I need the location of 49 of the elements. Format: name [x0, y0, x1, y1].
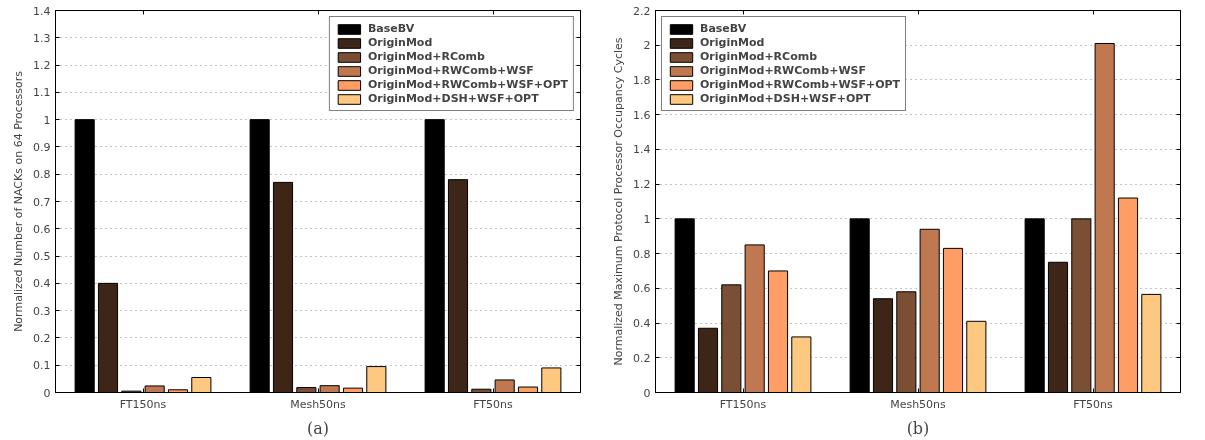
y-tick-label: 1.6 — [633, 108, 651, 122]
y-tick-label: 0 — [43, 386, 51, 400]
y-tick-label: 0.6 — [633, 282, 651, 296]
y-tick-label: 1.1 — [33, 86, 51, 100]
x-tick-label: Mesh50ns — [890, 397, 947, 411]
y-tick-label: 1 — [643, 212, 651, 226]
legend-label: OriginMod+RWComb+WSF — [700, 64, 866, 77]
y-tick-label: 0.8 — [33, 168, 51, 182]
y-tick-label: 1.4 — [33, 4, 51, 18]
legend-label: OriginMod — [700, 36, 765, 49]
y-axis-title: Normalized Maximum Protocol Processor Occupancy Cycles — [612, 37, 626, 366]
y-tick-label: 0.9 — [33, 140, 51, 154]
y-tick-label: 0.4 — [33, 277, 51, 291]
y-tick-label: 0 — [643, 386, 651, 400]
y-tick-label: 2 — [643, 39, 651, 53]
y-tick-label: 1.4 — [633, 143, 651, 157]
x-tick-label: FT150ns — [119, 397, 167, 411]
y-tick-label: 0.2 — [633, 351, 651, 365]
legend-label: OriginMod+DSH+WSF+OPT — [700, 92, 871, 105]
y-tick-label: 0.1 — [33, 359, 51, 373]
legend-label: OriginMod+RWComb+WSF — [367, 64, 534, 77]
y-tick-label: 0.6 — [33, 222, 51, 236]
x-tick-label: FT50ns — [473, 397, 514, 411]
legend-label: OriginMod+RWComb+WSF+OPT — [700, 78, 901, 91]
y-tick-label: 0.8 — [633, 247, 651, 261]
legend-label: BaseBV — [367, 22, 415, 35]
y-tick-label: 0.5 — [33, 250, 51, 264]
y-tick-label: 2.2 — [633, 4, 651, 18]
legend-label: OriginMod+RComb — [367, 50, 485, 63]
x-tick-label: FT150ns — [719, 397, 767, 411]
y-tick-label: 1.2 — [633, 178, 651, 192]
legend-label: OriginMod+RComb — [700, 50, 818, 63]
x-tick-label: Mesh50ns — [290, 397, 347, 411]
y-tick-label: 0.3 — [33, 304, 51, 318]
y-tick-label: 1.8 — [633, 73, 651, 87]
legend-label: OriginMod+RWComb+WSF+OPT — [367, 78, 568, 91]
x-axis-title: (b) — [906, 418, 930, 438]
x-axis-title: (a) — [306, 418, 330, 438]
y-tick-label: 1.2 — [33, 59, 51, 73]
x-tick-label: FT50ns — [1073, 397, 1114, 411]
y-tick-label: 1.3 — [33, 31, 51, 45]
y-axis-title: Normalized Number of NACKs on 64 Processors — [12, 70, 26, 332]
legend-label: BaseBV — [700, 22, 747, 35]
legend-label: OriginMod — [367, 36, 433, 49]
y-tick-label: 1 — [43, 113, 51, 127]
legend-label: OriginMod+DSH+WSF+OPT — [367, 92, 539, 105]
y-tick-label: 0.2 — [33, 331, 51, 345]
y-tick-label: 0.4 — [633, 317, 651, 331]
y-tick-label: 0.7 — [33, 195, 51, 209]
